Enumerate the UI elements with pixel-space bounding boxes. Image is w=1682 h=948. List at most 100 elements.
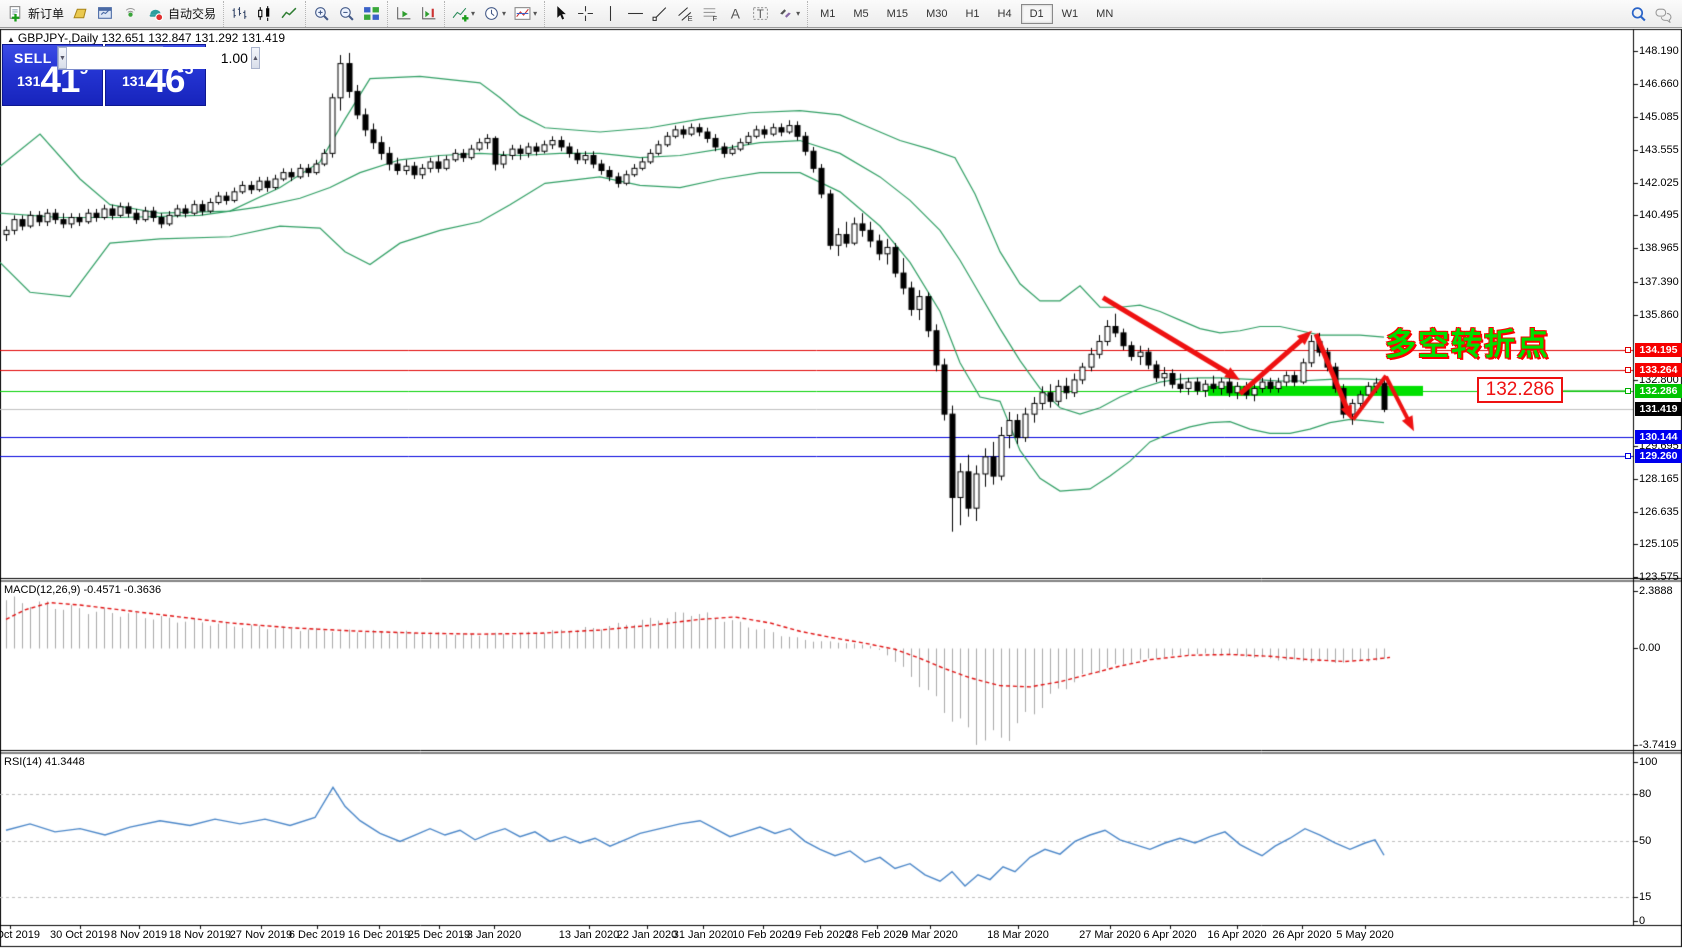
rsi-scale-label: 100 (1639, 755, 1658, 768)
arrows-button[interactable]: ▾ (773, 2, 804, 26)
cursor-icon (552, 5, 569, 22)
symbol-info-line: ▲ GBPJPY-,Daily 132.651 132.847 131.292 1… (7, 31, 285, 45)
profiles-button[interactable] (68, 2, 93, 26)
macd-scale-label: -3.7419 (1639, 739, 1677, 752)
timeframe-group: M1 M5 M15 M30 H1 H4 D1 W1 MN (807, 0, 1125, 27)
horizontal-line-button[interactable] (623, 2, 648, 26)
timeframe-M1-button[interactable]: M1 (820, 7, 836, 20)
fibonacci-button[interactable]: F (698, 2, 723, 26)
market-watch-button[interactable] (93, 2, 118, 26)
line-chart-button[interactable] (277, 2, 302, 26)
timeframe-M30-button[interactable]: M30 (926, 7, 948, 20)
lot-increase-button[interactable]: ▲ (250, 47, 260, 69)
price-tick-label: 128.165 (1639, 472, 1679, 485)
timeframe-M5-button[interactable]: M5 (853, 7, 869, 20)
macd-scale-label: 0.00 (1639, 642, 1661, 654)
symbol-ohlc-text: GBPJPY-,Daily 132.651 132.847 131.292 13… (17, 31, 286, 45)
timeframe-W1-button[interactable]: W1 (1061, 7, 1079, 20)
rsi-scale-label: 80 (1639, 787, 1652, 800)
arrows-icon (777, 5, 794, 22)
auto-scroll-icon (395, 5, 412, 22)
periods-button[interactable]: ▾ (479, 2, 510, 26)
zoom-in-button[interactable] (309, 2, 334, 26)
price-badge: 133.264 (1635, 363, 1682, 377)
date-label: 26 Apr 2020 (1272, 929, 1332, 941)
horizontal-line-icon (627, 5, 644, 22)
line-anchor-marker[interactable] (1625, 452, 1631, 459)
bar-chart-button[interactable] (227, 2, 252, 26)
timeframe-M15-button[interactable]: M15 (886, 7, 909, 20)
date-label: 21 Oct 2019 (0, 929, 40, 941)
new-order-icon (7, 5, 24, 22)
fibonacci-icon: F (702, 5, 719, 22)
lot-size-input[interactable] (66, 47, 251, 69)
chat-button[interactable] (1651, 2, 1676, 26)
rsi-scale-label: 0 (1639, 915, 1646, 927)
search-button[interactable] (1626, 2, 1651, 26)
sell-button[interactable]: SELL (14, 50, 52, 66)
tile-windows-button[interactable] (359, 2, 384, 26)
zoom-out-button[interactable] (334, 2, 359, 26)
vertical-line-button[interactable] (598, 2, 623, 26)
toolbar-group-1 (223, 0, 305, 27)
text-button[interactable]: A (723, 2, 748, 26)
date-label: 10 Feb 2020 (732, 929, 794, 941)
date-label: 19 Feb 2020 (789, 929, 851, 941)
trendline-icon (652, 5, 669, 22)
chart-shift-button[interactable] (416, 2, 441, 26)
date-label: 6 Dec 2019 (288, 929, 346, 941)
timeframe-H4-button[interactable]: H4 (997, 7, 1012, 20)
timeframe-MN-button[interactable]: MN (1096, 7, 1114, 20)
date-label: 31 Jan 2020 (672, 929, 734, 941)
line-anchor-marker[interactable] (1625, 367, 1631, 373)
profiles-icon (72, 5, 89, 22)
price-tick-label: 140.495 (1639, 209, 1679, 222)
autotrade-button[interactable]: 自动交易 (143, 2, 220, 26)
line-anchor-marker[interactable] (1625, 347, 1631, 354)
svg-text:T: T (757, 8, 764, 21)
rsi-scale-label: 15 (1639, 891, 1652, 904)
indicators-button[interactable]: ▾ (448, 2, 479, 26)
date-label: 16 Apr 2020 (1207, 929, 1267, 941)
templates-icon (514, 5, 531, 22)
new-order-button[interactable]: 新订单 (3, 2, 68, 26)
timeframe-D1-button[interactable]: D1 (1020, 3, 1053, 24)
date-label: 27 Nov 2019 (229, 929, 293, 941)
collapse-triangle-icon[interactable]: ▲ (7, 35, 15, 44)
price-tick-label: 135.860 (1639, 308, 1679, 321)
toolbar-group-4: ▾ ▾ ▾ (444, 0, 544, 27)
timeframe-H1-button[interactable]: H1 (965, 7, 980, 20)
vertical-line-icon (602, 5, 619, 22)
text-label-button[interactable]: T (748, 2, 773, 26)
text-icon: A (727, 5, 744, 22)
trendline-button[interactable] (648, 2, 673, 26)
indicators-icon (452, 5, 469, 22)
channel-button[interactable]: E (673, 2, 698, 26)
bar-chart-icon (231, 5, 248, 22)
cursor-button[interactable] (548, 2, 573, 26)
date-label: 27 Mar 2020 (1079, 929, 1141, 941)
svg-text:E: E (688, 14, 693, 22)
svg-text:F: F (713, 14, 718, 22)
channel-icon: E (677, 5, 694, 22)
autotrade-icon (147, 5, 164, 22)
candlestick-button[interactable] (252, 2, 277, 26)
templates-button[interactable]: ▾ (510, 2, 541, 26)
auto-scroll-button[interactable] (391, 2, 416, 26)
price-tick-label: 123.575 (1639, 571, 1679, 584)
candlestick-icon (256, 5, 273, 22)
price-tick-label: 137.390 (1639, 275, 1679, 288)
price-tick-label: 143.555 (1639, 144, 1679, 157)
bull-bear-turning-point-annotation[interactable]: 多空转折点 (1385, 327, 1550, 362)
date-label: 18 Nov 2019 (168, 929, 232, 941)
price-tick-label: 146.660 (1639, 77, 1679, 90)
price-level-box[interactable]: 132.286 (1477, 377, 1563, 403)
svg-text:A: A (731, 5, 741, 21)
lot-decrease-button[interactable]: ▼ (58, 47, 67, 69)
line-anchor-marker[interactable] (1625, 387, 1631, 394)
search-icon (1630, 6, 1647, 23)
date-label: 18 Mar 2020 (987, 929, 1049, 941)
crosshair-button[interactable] (573, 2, 598, 26)
navigator-button[interactable] (118, 2, 143, 26)
